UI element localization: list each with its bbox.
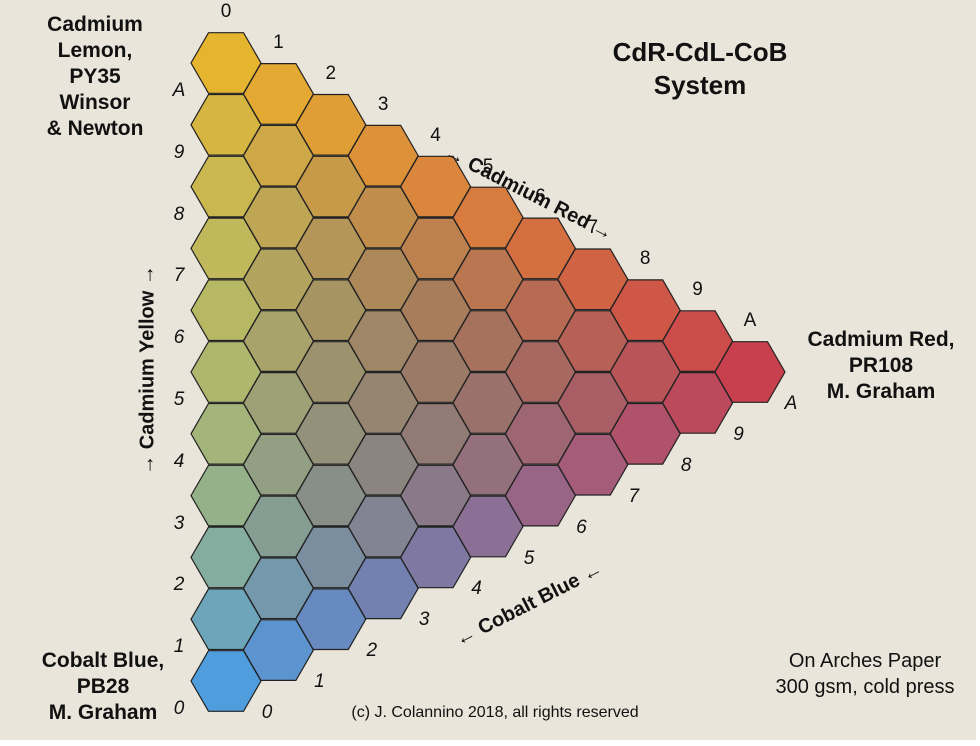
left-scale-tick: 8 bbox=[173, 203, 185, 225]
bottom-scale-tick: 2 bbox=[366, 640, 378, 662]
left-scale-tick: 6 bbox=[173, 327, 185, 349]
copyright-notice: (c) J. Colannino 2018, all rights reserv… bbox=[351, 704, 639, 721]
cobalt-blue-line2: PB28 bbox=[76, 675, 130, 698]
left-scale-tick: 9 bbox=[173, 141, 185, 163]
cadmium-red-line3: M. Graham bbox=[826, 380, 936, 403]
chart-title: CdR-CdL-CoB System bbox=[590, 36, 810, 102]
bottom-scale-tick: 0 bbox=[261, 702, 273, 723]
paper-note-line2: 300 gsm, cold press bbox=[775, 676, 955, 698]
bottom-scale-tick: 6 bbox=[576, 516, 587, 538]
bottom-scale-tick: A bbox=[784, 393, 798, 414]
bottom-scale-tick: 5 bbox=[523, 547, 535, 569]
cadmium-lemon-line3: Winsor bbox=[59, 91, 131, 114]
cobalt-blue-line3: M. Graham bbox=[48, 701, 158, 724]
top-scale-tick: 2 bbox=[325, 62, 337, 84]
left-scale-tick: A bbox=[172, 80, 186, 101]
bottom-scale-tick: 4 bbox=[471, 578, 482, 600]
top-scale-tick: 0 bbox=[220, 1, 232, 22]
bottom-scale-tick: 7 bbox=[628, 485, 640, 507]
cadmium-lemon-line2: Lemon, PY35 bbox=[57, 39, 133, 88]
bottom-scale-tick: 3 bbox=[418, 609, 430, 631]
cadmium-red-line1: Cadmium Red, bbox=[807, 328, 955, 351]
top-scale-tick: 9 bbox=[692, 279, 703, 301]
top-scale-tick: 3 bbox=[377, 93, 389, 115]
left-scale-tick: 5 bbox=[173, 389, 185, 410]
chart-title-line2: System bbox=[653, 70, 747, 100]
bottom-scale-tick: 9 bbox=[733, 423, 744, 445]
cadmium-lemon-line1: Cadmium bbox=[47, 13, 143, 36]
cadmium-red-line2: PR108 bbox=[848, 354, 914, 377]
left-scale-tick: 2 bbox=[173, 574, 185, 596]
top-scale-tick: 5 bbox=[482, 155, 494, 177]
mix-hexagon-r10-b0 bbox=[714, 341, 786, 403]
corner-label-cadmium-lemon: Cadmium Lemon, PY35 Winsor & Newton bbox=[30, 12, 160, 142]
top-scale-tick: 4 bbox=[430, 124, 441, 146]
left-scale-tick: 0 bbox=[173, 698, 185, 719]
top-scale-tick: 7 bbox=[587, 217, 599, 239]
top-scale-tick: 1 bbox=[273, 31, 284, 53]
cadmium-lemon-line4: & Newton bbox=[46, 117, 144, 140]
left-scale-tick: 7 bbox=[173, 265, 185, 287]
chart-title-line1: CdR-CdL-CoB bbox=[612, 37, 788, 67]
corner-label-cobalt-blue: Cobalt Blue, PB28 M. Graham bbox=[28, 648, 178, 726]
paper-note-line1: On Arches Paper bbox=[788, 650, 942, 672]
top-scale-tick: 8 bbox=[639, 248, 651, 270]
bottom-scale-tick: 1 bbox=[314, 671, 325, 693]
corner-label-cadmium-red: Cadmium Red, PR108 M. Graham bbox=[796, 327, 966, 405]
axis-title-cadmium-yellow: → Cadmium Yellow → bbox=[136, 265, 159, 475]
left-scale-tick: 4 bbox=[173, 450, 185, 472]
top-scale-tick: A bbox=[743, 310, 757, 331]
paper-note: On Arches Paper 300 gsm, cold press bbox=[760, 648, 970, 700]
left-scale-tick: 3 bbox=[173, 512, 185, 534]
left-scale-tick: 1 bbox=[173, 636, 185, 658]
cobalt-blue-line1: Cobalt Blue, bbox=[41, 649, 165, 672]
bottom-scale-tick: 8 bbox=[680, 454, 692, 476]
top-scale-tick: 6 bbox=[535, 186, 546, 208]
